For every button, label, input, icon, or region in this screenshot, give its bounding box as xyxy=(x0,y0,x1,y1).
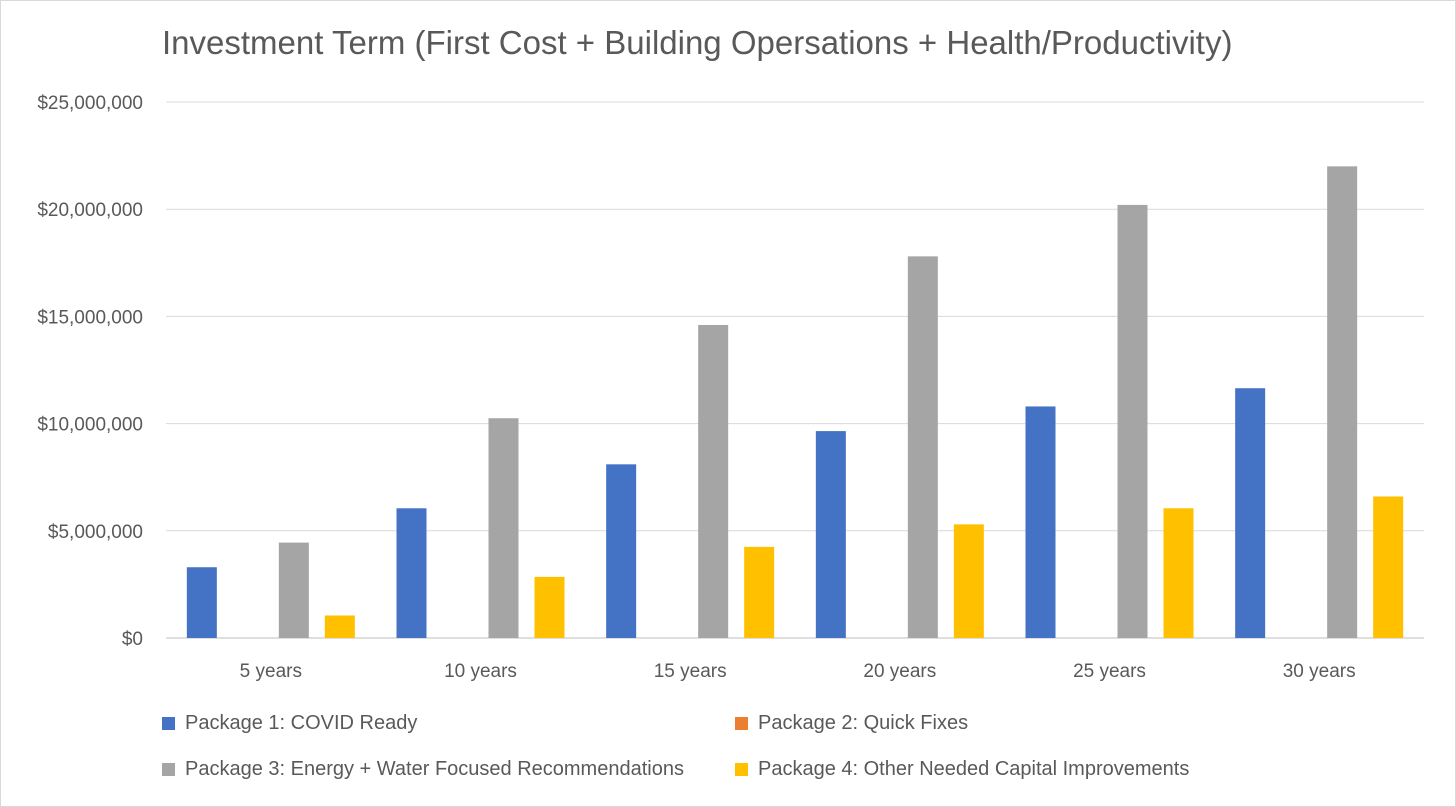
bar-series-4-5-years xyxy=(324,615,355,638)
chart-title: Investment Term (First Cost + Building O… xyxy=(162,24,1233,61)
legend-label-series-1: Package 1: COVID Ready xyxy=(185,712,418,734)
x-tick-label: 5 years xyxy=(240,661,302,682)
bar-series-1-20-years xyxy=(815,431,846,638)
x-tick-label: 30 years xyxy=(1283,661,1356,682)
y-tick-label: $15,000,000 xyxy=(37,307,143,328)
bar-series-1-10-years xyxy=(396,508,427,638)
legend-item-series-1: Package 1: COVID Ready xyxy=(162,712,417,735)
bar-series-1-30-years xyxy=(1235,388,1266,638)
y-tick-label: $25,000,000 xyxy=(37,93,143,114)
legend-swatch-series-3 xyxy=(162,763,175,776)
legend-item-series-4: Package 4: Other Needed Capital Improvem… xyxy=(735,758,1189,781)
y-tick-label: $10,000,000 xyxy=(37,415,143,436)
legend-item-series-2: Package 2: Quick Fixes xyxy=(735,712,968,735)
bar-series-4-15-years xyxy=(744,546,775,638)
x-tick-label: 15 years xyxy=(654,661,727,682)
x-tick-label: 10 years xyxy=(444,661,517,682)
legend-item-series-3: Package 3: Energy + Water Focused Recomm… xyxy=(162,758,684,781)
bar-series-3-30-years xyxy=(1327,166,1358,638)
legend-swatch-series-4 xyxy=(735,763,748,776)
x-tick-label: 25 years xyxy=(1073,661,1146,682)
bar-series-1-25-years xyxy=(1025,406,1056,638)
y-tick-label: $0 xyxy=(122,629,143,650)
legend-label-series-4: Package 4: Other Needed Capital Improvem… xyxy=(758,758,1190,780)
bar-series-3-10-years xyxy=(488,418,519,638)
bar-series-1-15-years xyxy=(606,464,637,638)
bar-series-1-5-years xyxy=(186,567,217,638)
x-tick-label: 20 years xyxy=(863,661,936,682)
bar-series-4-10-years xyxy=(534,576,565,638)
legend-label-series-2: Package 2: Quick Fixes xyxy=(758,712,969,734)
bar-series-4-20-years xyxy=(953,524,984,638)
bar-series-4-30-years xyxy=(1373,496,1404,638)
y-tick-label: $20,000,000 xyxy=(37,200,143,221)
bar-series-4-25-years xyxy=(1163,508,1194,638)
y-tick-label: $5,000,000 xyxy=(48,522,143,543)
legend-label-series-3: Package 3: Energy + Water Focused Recomm… xyxy=(185,758,684,780)
legend-swatch-series-1 xyxy=(162,717,175,730)
bar-series-3-25-years xyxy=(1117,204,1148,639)
bar-series-3-5-years xyxy=(278,542,309,638)
bar-series-3-15-years xyxy=(698,324,729,638)
legend-swatch-series-2 xyxy=(735,717,748,730)
bar-series-3-20-years xyxy=(907,256,938,638)
